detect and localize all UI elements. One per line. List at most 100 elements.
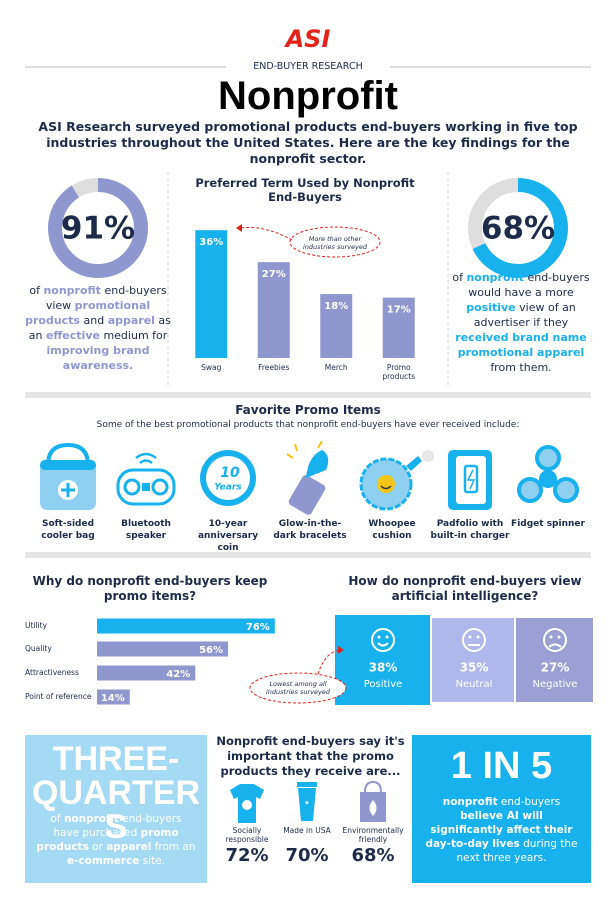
svg-text:★: ★ xyxy=(304,800,309,807)
cushion-icon xyxy=(359,450,434,511)
ai-value: 38% xyxy=(369,661,398,675)
item-label: Whoopee cushion xyxy=(368,519,416,541)
text-run: or xyxy=(88,841,107,853)
text-run: nonprofit xyxy=(466,271,524,284)
arrow-head xyxy=(236,224,242,232)
padfolio-icon xyxy=(448,450,492,510)
text-run: e-commerce xyxy=(66,855,140,867)
ai-box xyxy=(516,618,593,702)
coin-icon: 10 Years xyxy=(200,450,256,506)
item-value: 72% xyxy=(225,845,269,866)
ai-label: Positive xyxy=(364,679,403,690)
separator xyxy=(25,552,591,558)
item-value: 70% xyxy=(285,845,329,866)
text-run: and xyxy=(79,314,108,327)
text-run: as an xyxy=(28,314,171,342)
shirt-icon xyxy=(230,784,264,823)
bar xyxy=(195,230,228,358)
speaker-icon xyxy=(116,452,176,506)
eyes xyxy=(377,635,561,639)
spinner-icon xyxy=(517,445,579,503)
stat-text: nonprofit end-buyers believe AI will sig… xyxy=(425,795,578,865)
page-title: Nonprofit xyxy=(218,74,398,118)
bracelet-icon xyxy=(286,440,329,515)
cooler-icon xyxy=(40,442,96,510)
text-run: promotional products xyxy=(25,299,151,327)
item-label: Made in USA xyxy=(283,826,331,835)
value-label: 14% xyxy=(101,693,125,704)
y-tick-label: Quality xyxy=(25,644,52,653)
value-label: 36% xyxy=(199,237,223,248)
x-tick-label: Promo products xyxy=(382,363,416,381)
kicker: END-BUYER RESEARCH xyxy=(253,61,363,72)
item-label: Environmentally friendly xyxy=(342,826,404,844)
section-subtitle: Some of the best promotional products th… xyxy=(96,420,520,430)
logo: ASI xyxy=(284,25,331,53)
coin-text: 10 xyxy=(220,465,240,481)
value-label: 17% xyxy=(387,305,411,316)
text-run: of xyxy=(29,284,44,297)
text-run: end-buyers xyxy=(497,796,561,808)
ai-value: 35% xyxy=(460,661,489,675)
intro: ASI Research surveyed promotional produc… xyxy=(38,119,578,166)
item-label: Glow-in-the-dark bracelets xyxy=(273,519,347,541)
bar xyxy=(97,641,229,657)
annotation-arrow xyxy=(239,227,293,241)
text-run: view of an advertiser if they xyxy=(473,301,576,329)
donut-label: 68% xyxy=(481,211,555,247)
value-label: 42% xyxy=(166,669,190,680)
annotation-bubble xyxy=(249,672,347,704)
text-run: end-buyers view xyxy=(45,284,167,312)
text-run: positive xyxy=(466,301,516,314)
text-run: effective xyxy=(45,329,100,342)
important-title: Nonprofit end-buyers say it's important … xyxy=(216,734,405,778)
item-label: Socially responsible xyxy=(225,826,269,844)
item-label: Fidget spinner xyxy=(511,519,585,529)
annotation: More than other industries surveyed xyxy=(302,235,368,251)
annotation: Lowest among all industries surveyed xyxy=(265,680,331,696)
value-label: 27% xyxy=(262,269,286,280)
item-value: 68% xyxy=(351,845,395,866)
bar xyxy=(97,665,196,681)
item-label: Padfolio with built-in charger xyxy=(430,519,510,541)
text-run: apparel xyxy=(106,841,152,853)
x-tick-label: Merch xyxy=(324,363,348,372)
bar xyxy=(97,689,130,705)
faces xyxy=(371,628,567,652)
section-title: Favorite Promo Items xyxy=(235,403,381,417)
ai-label: Negative xyxy=(533,679,578,690)
text-run: from them. xyxy=(490,361,552,374)
text-run: nonprofit xyxy=(63,813,119,825)
bar xyxy=(97,618,275,634)
text-run: nonprofit xyxy=(442,796,498,808)
x-tick-label: Freebies xyxy=(258,363,290,372)
text-run: of xyxy=(452,271,467,284)
donut-arc xyxy=(468,178,568,278)
ai-box xyxy=(432,618,514,702)
donut-label: 91% xyxy=(61,211,135,247)
ai-label: Neutral xyxy=(456,679,493,690)
text-run: promo products xyxy=(36,827,179,853)
y-tick-label: Attractiveness xyxy=(25,668,79,677)
ai-value: 27% xyxy=(541,661,570,675)
text-run: end-buyers would have a more xyxy=(468,271,590,299)
donut-arc xyxy=(48,178,148,278)
text-run: believe AI will significantly affect the… xyxy=(425,810,573,850)
annotation-arrow xyxy=(317,649,341,675)
text-run: received brand name promotional apparel xyxy=(455,331,587,359)
y-tick-label: Utility xyxy=(25,621,48,630)
headline: THREE-QUARTERS xyxy=(31,740,201,846)
annotation-bubble xyxy=(289,226,381,258)
bar xyxy=(320,294,353,358)
right-caption: of nonprofit end-buyers would have a mor… xyxy=(448,270,594,375)
bar-title: Preferred Term Used by Nonprofit End-Buy… xyxy=(195,176,415,204)
ai-title: How do nonprofit end-buyers view artific… xyxy=(348,574,582,603)
bar xyxy=(382,297,415,358)
item-label: Soft-sided cooler bag xyxy=(41,519,95,541)
bar xyxy=(257,262,290,358)
hbar-title: Why do nonprofit end-buyers keep promo i… xyxy=(32,574,268,603)
text-run: site. xyxy=(139,855,166,867)
separator xyxy=(25,392,591,398)
text-run: nonprofit xyxy=(43,284,101,297)
